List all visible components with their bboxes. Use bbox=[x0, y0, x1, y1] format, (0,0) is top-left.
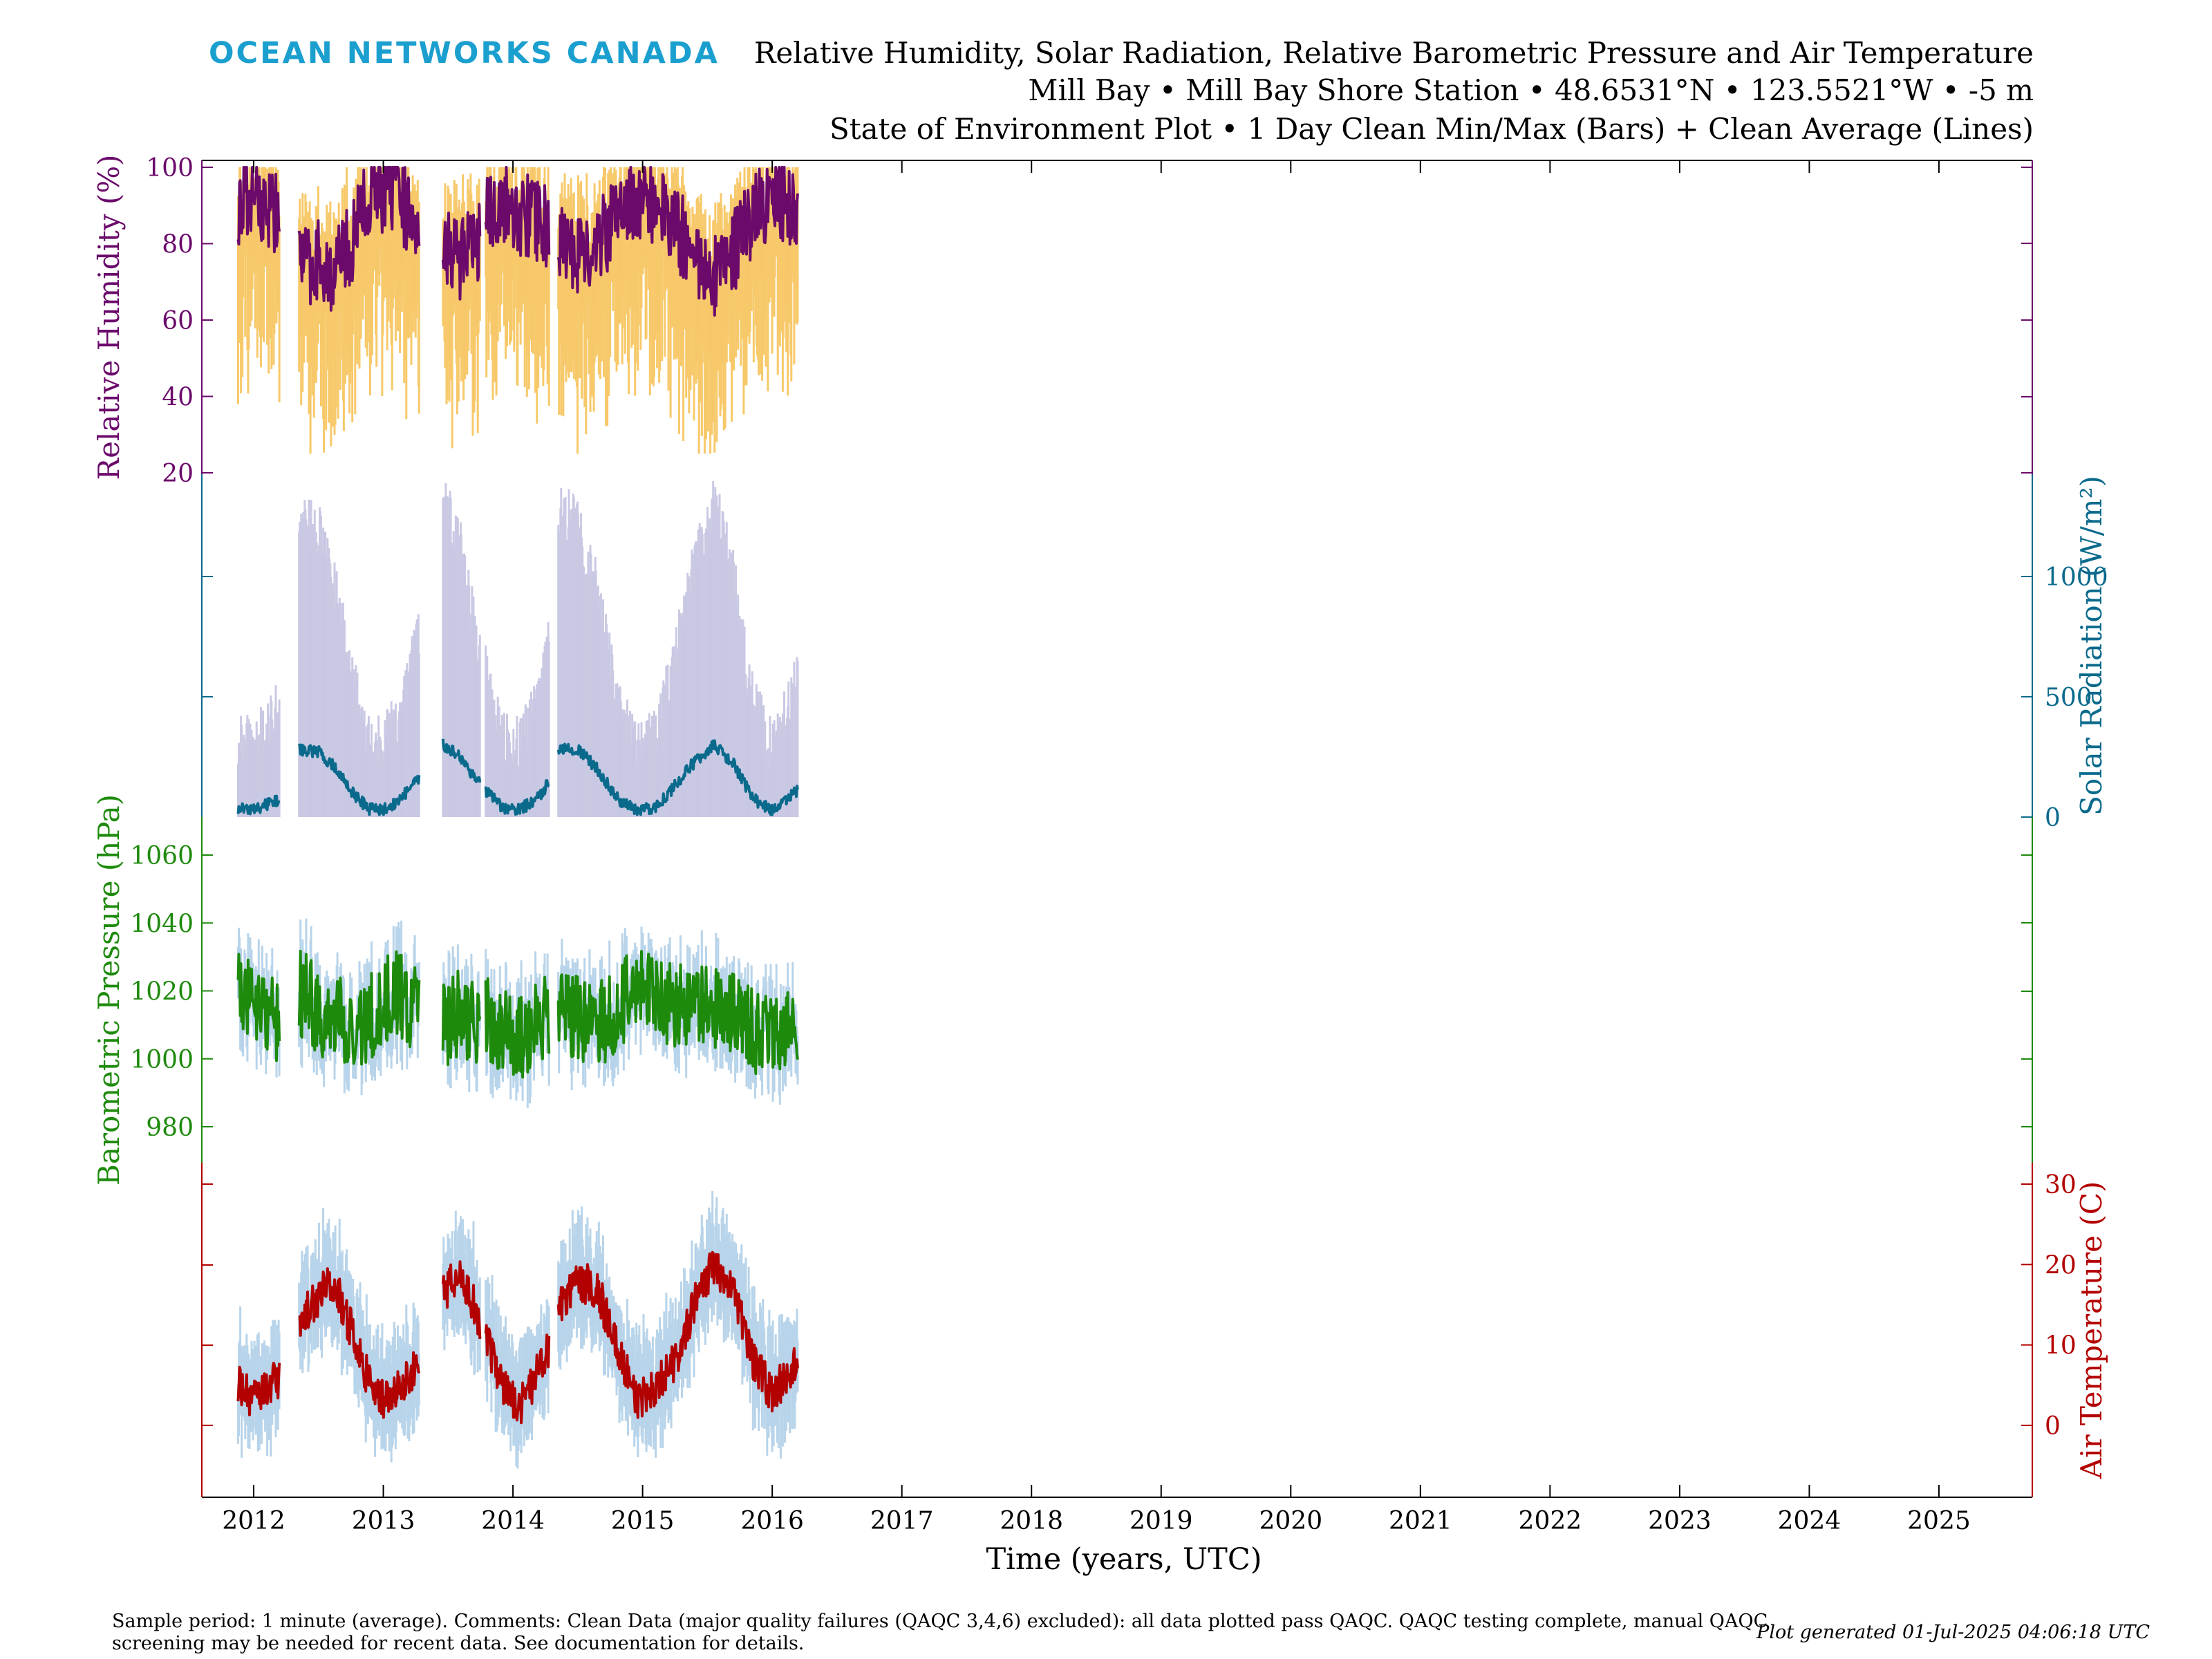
air-temperature-tick-label: 0 bbox=[2045, 1412, 2061, 1441]
x-tick-label: 2022 bbox=[1519, 1507, 1582, 1535]
air-temperature-average-segment bbox=[298, 1267, 421, 1419]
x-tick-label: 2025 bbox=[1907, 1507, 1971, 1535]
x-tick-label: 2015 bbox=[611, 1507, 675, 1535]
barometric-pressure-average-segment bbox=[236, 953, 281, 1062]
solar-radiation-average-segment bbox=[556, 739, 799, 816]
footer-note: Sample period: 1 minute (average). Comme… bbox=[112, 1611, 1768, 1654]
air-temperature-average-line bbox=[236, 1250, 799, 1425]
solar-radiation-average-segment bbox=[236, 794, 281, 816]
x-tick-label: 2018 bbox=[1000, 1507, 1063, 1535]
x-tick-label: 2017 bbox=[870, 1507, 934, 1535]
barometric-pressure-average-segment bbox=[297, 950, 421, 1066]
barometric-pressure-tick-label: 1040 bbox=[130, 910, 194, 938]
x-tick-label: 2023 bbox=[1648, 1507, 1712, 1535]
x-tick-label: 2024 bbox=[1778, 1507, 1841, 1535]
x-tick-label: 2016 bbox=[740, 1507, 804, 1535]
air-temperature-average-segment bbox=[484, 1324, 551, 1425]
barometric-pressure-average-line bbox=[236, 950, 799, 1079]
relative-humidity-average-segment bbox=[484, 166, 551, 268]
relative-humidity-tick-label: 80 bbox=[162, 231, 194, 259]
plot-generated: Plot generated 01-Jul-2025 04:06:18 UTC bbox=[1756, 1622, 2150, 1643]
x-tick-label: 2021 bbox=[1389, 1507, 1452, 1535]
relative-humidity-tick-label: 40 bbox=[162, 384, 194, 412]
relative-humidity-average-line bbox=[236, 166, 799, 317]
solar-radiation-average-segment bbox=[297, 743, 421, 816]
solar-radiation-average-line bbox=[236, 738, 799, 816]
station-info: Mill Bay • Mill Bay Shore Station • 48.6… bbox=[1028, 73, 2034, 107]
barometric-pressure-tick-label: 1020 bbox=[130, 978, 194, 1006]
barometric-pressure-tick-label: 1060 bbox=[130, 842, 194, 870]
relative-humidity-average-segment bbox=[236, 166, 281, 254]
plot-description: State of Environment Plot • 1 Day Clean … bbox=[829, 112, 2034, 146]
barometric-pressure-tick-label: 980 bbox=[146, 1114, 194, 1142]
relative-humidity-average-segment bbox=[441, 203, 482, 301]
air-temperature-tick-label: 30 bbox=[2045, 1171, 2077, 1199]
barometric-pressure-average-segment bbox=[484, 975, 551, 1079]
relative-humidity-tick-label: 20 bbox=[162, 460, 194, 488]
barometric-pressure-average-segment bbox=[556, 950, 799, 1076]
air-temperature-average-segment bbox=[441, 1260, 482, 1340]
barometric-pressure-axis-label: Barometric Pressure (hPa) bbox=[92, 794, 126, 1185]
x-tick-label: 2020 bbox=[1259, 1507, 1322, 1535]
solar-radiation-average-segment bbox=[441, 738, 482, 783]
solar-radiation-tick-label: 500 bbox=[2045, 684, 2092, 712]
relative-humidity-axis-label: Relative Humidity (%) bbox=[92, 154, 126, 480]
solar-radiation-average-segment bbox=[484, 779, 550, 816]
x-tick-label: 2019 bbox=[1130, 1507, 1193, 1535]
chart-title: Relative Humidity, Solar Radiation, Rela… bbox=[753, 36, 2034, 70]
relative-humidity-average-segment bbox=[556, 166, 799, 317]
relative-humidity-tick-label: 100 bbox=[146, 154, 194, 182]
barometric-pressure-tick-label: 1000 bbox=[130, 1046, 194, 1074]
solar-radiation-range-bars bbox=[237, 480, 799, 817]
air-temperature-average-segment bbox=[236, 1362, 281, 1416]
solar-radiation-tick-label: 0 bbox=[2045, 804, 2061, 832]
x-tick-label: 2012 bbox=[222, 1507, 285, 1535]
x-tick-label: 2014 bbox=[481, 1507, 545, 1535]
air-temperature-tick-label: 20 bbox=[2045, 1251, 2077, 1280]
x-tick-label: 2013 bbox=[352, 1507, 415, 1535]
solar-radiation-tick-label: 1000 bbox=[2045, 563, 2108, 592]
solar-radiation-axis-label: Solar Radiation (W/m²) bbox=[2074, 476, 2108, 816]
air-temperature-range-bars bbox=[237, 1191, 799, 1469]
air-temperature-axis-label: Air Temperature (C) bbox=[2074, 1181, 2108, 1480]
air-temperature-average-segment bbox=[556, 1250, 799, 1419]
air-temperature-tick-label: 10 bbox=[2045, 1332, 2077, 1360]
relative-humidity-tick-label: 60 bbox=[162, 307, 194, 335]
barometric-pressure-average-segment bbox=[441, 969, 482, 1067]
relative-humidity-average-segment bbox=[297, 166, 421, 312]
onc-logo: OCEAN NETWORKS CANADA bbox=[209, 36, 720, 71]
x-axis-label: Time (years, UTC) bbox=[986, 1542, 1262, 1577]
